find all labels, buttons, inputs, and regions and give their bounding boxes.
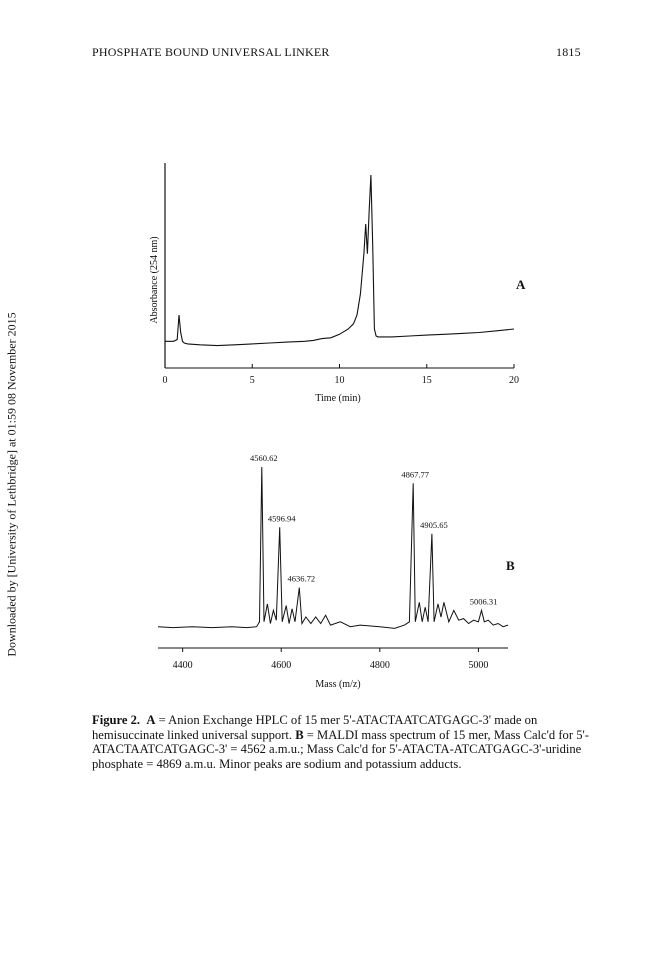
panel-a-x-tick-label: 10 — [335, 375, 345, 386]
panel-a-x-tick-label: 15 — [422, 375, 432, 386]
panel-a-xlabel: Time (min) — [315, 393, 360, 404]
panel-b-x-tick-label: 4600 — [271, 660, 291, 671]
caption-a-tag: A — [146, 713, 156, 727]
maldi-spectrum-panel-b: 4400 4600 4800 5000 4560.62 4596.94 4636.72 486… — [157, 453, 515, 690]
caption-b-tag: B — [295, 727, 304, 742]
panel-a-trace — [165, 174, 515, 347]
panel-b-peak-label: 4596.94 — [268, 513, 296, 523]
panel-b-label: B — [506, 558, 515, 573]
panel-b-trace — [157, 466, 509, 629]
caption-label: Figure 2. — [92, 713, 141, 727]
panel-a-ylabel: Absorbance (254 nm) — [149, 236, 160, 323]
panel-a-x-tick-label: 20 — [509, 375, 519, 386]
panel-b-peak-label: 4636.72 — [288, 574, 316, 584]
hplc-chromatogram-panel-a: 0 5 10 15 20 A Time (min) Absorbance (254 nm… — [149, 163, 526, 404]
panel-a-x-tick-label: 0 — [163, 375, 168, 386]
download-watermark: Downloaded by [University of Lethbridge]… — [4, 312, 19, 657]
page-number: 1815 — [556, 45, 581, 59]
panel-a-label: A — [516, 277, 526, 292]
panel-a-x-tick-label: 5 — [250, 375, 255, 386]
panel-b-xlabel: Mass (m/z) — [315, 679, 360, 690]
running-title: PHOSPHATE BOUND UNIVERSAL LINKER — [92, 45, 330, 59]
panel-b-x-tick-label: 4400 — [173, 660, 193, 671]
panel-b-peak-label: 4867.77 — [401, 469, 429, 479]
panel-b-peak-label: 4905.65 — [420, 520, 448, 530]
panel-b-x-tick-label: 5000 — [468, 660, 488, 671]
figure-caption: Figure 2. A = Anion Exchange HPLC of 15 … — [92, 713, 592, 771]
panel-b-peak-label: 4560.62 — [250, 453, 278, 463]
panel-b-x-tick-label: 4800 — [370, 660, 390, 671]
panel-b-peak-label: 5006.31 — [470, 596, 498, 606]
caption-a-text: = Anion Exchange HPLC of 15 mer 5'-ATACT… — [92, 713, 538, 742]
caption-b-text: = MALDI mass spectrum of 15 mer, Mass Ca… — [92, 727, 589, 771]
